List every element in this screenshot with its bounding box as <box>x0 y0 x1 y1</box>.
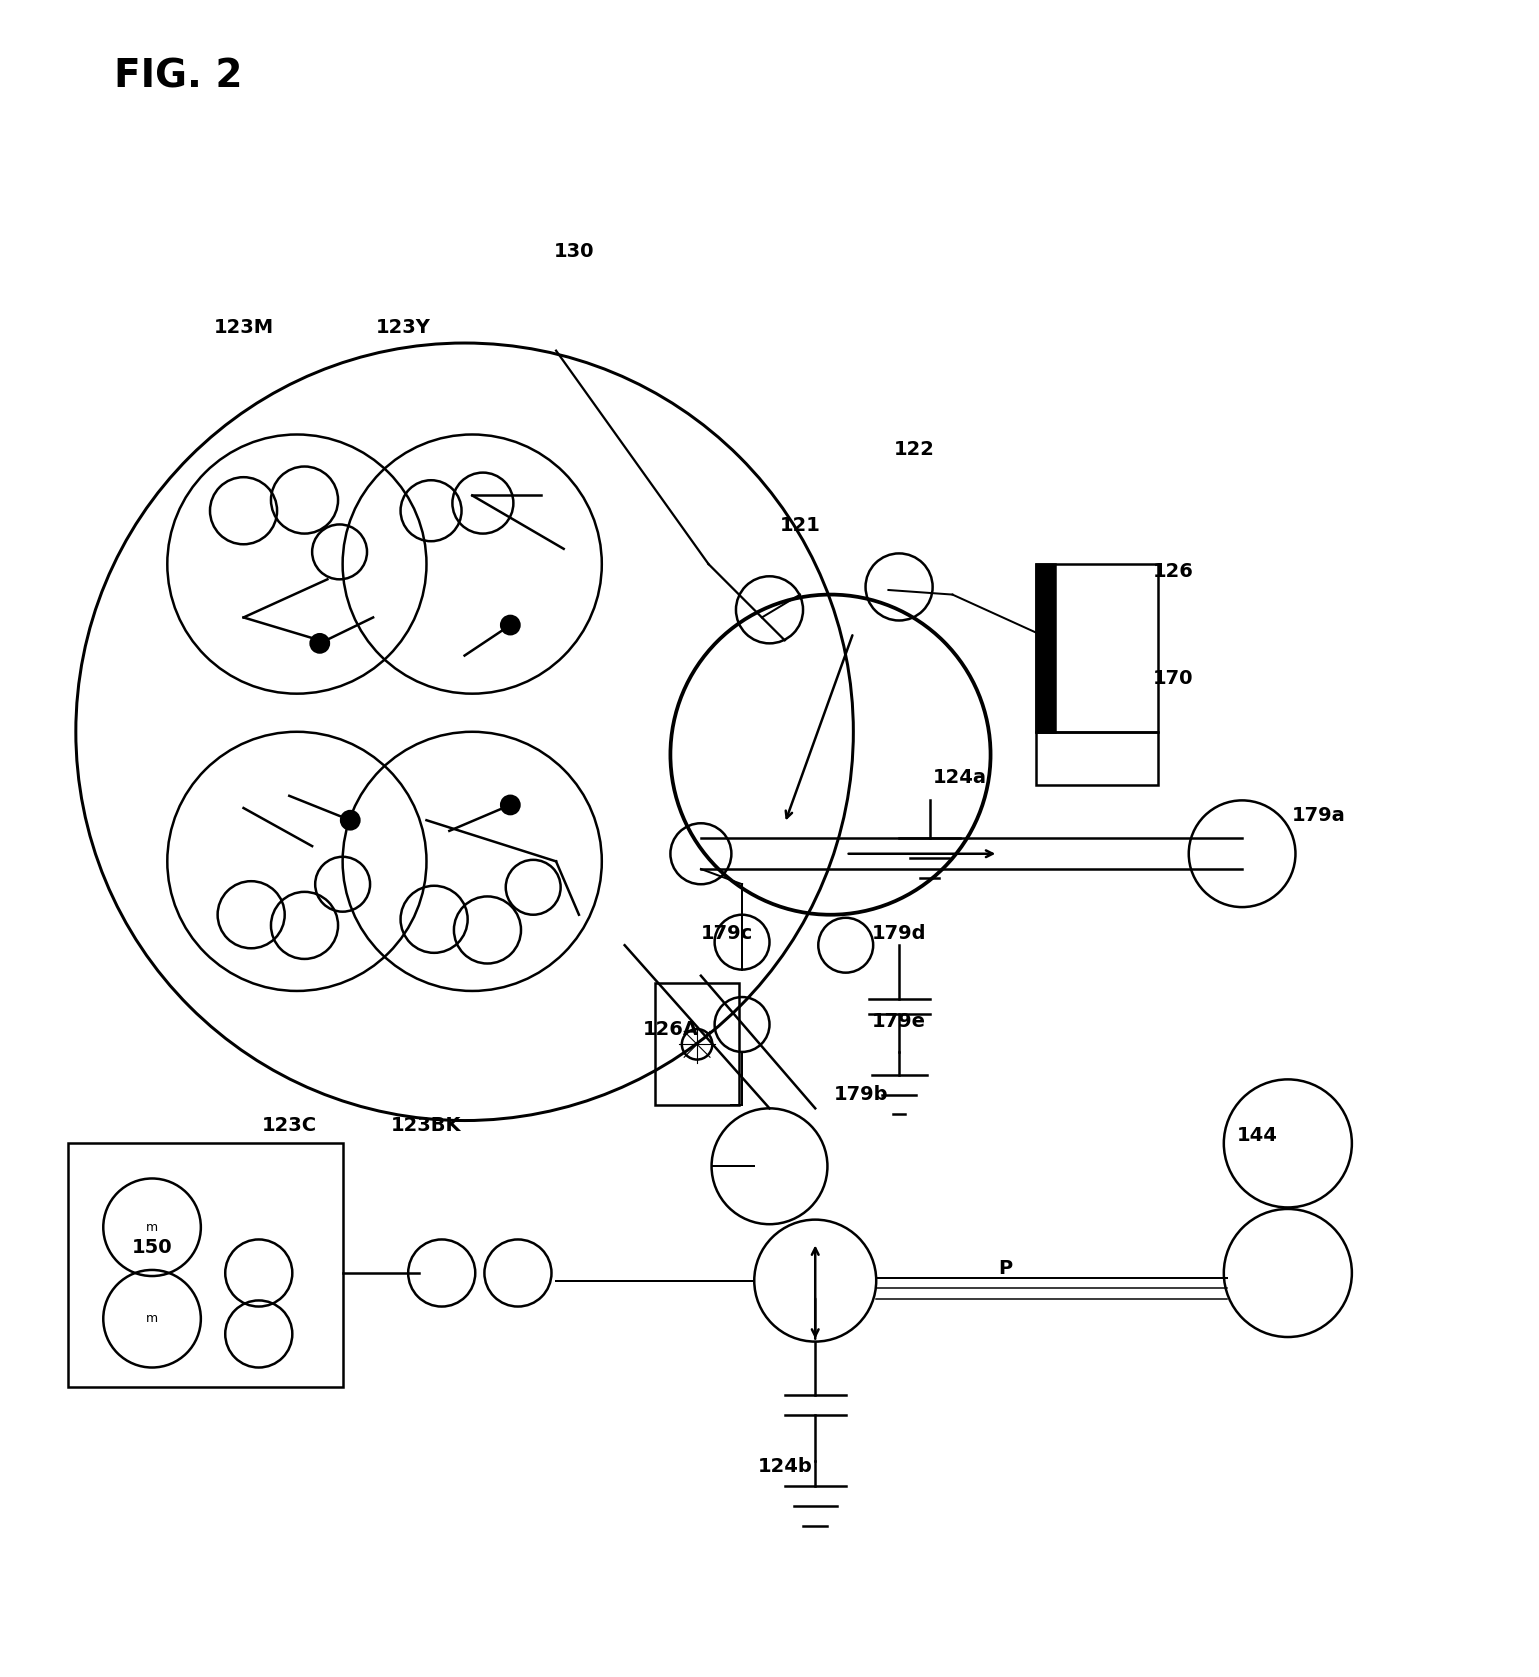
Bar <box>68 1144 343 1387</box>
Text: 130: 130 <box>554 241 594 262</box>
Text: 179a: 179a <box>1291 807 1345 825</box>
Circle shape <box>311 634 329 652</box>
Text: 179b: 179b <box>834 1085 888 1103</box>
Text: FIG. 2: FIG. 2 <box>114 57 243 96</box>
Text: 123Y: 123Y <box>376 319 431 337</box>
Text: 123C: 123C <box>262 1115 317 1135</box>
Text: m: m <box>146 1221 159 1234</box>
Text: 123M: 123M <box>214 319 274 337</box>
Bar <box>1036 563 1159 731</box>
Text: 121: 121 <box>780 517 820 535</box>
Text: P: P <box>999 1259 1013 1278</box>
Text: 126A: 126A <box>642 1020 699 1038</box>
Circle shape <box>502 615 520 634</box>
Text: 150: 150 <box>132 1238 172 1256</box>
Bar <box>1036 563 1054 731</box>
Circle shape <box>342 812 360 830</box>
Text: m: m <box>146 1311 159 1325</box>
Text: 179e: 179e <box>873 1011 926 1031</box>
Circle shape <box>502 797 520 813</box>
Text: 179d: 179d <box>871 924 926 942</box>
Text: 179c: 179c <box>700 924 753 942</box>
Bar <box>656 983 739 1105</box>
Text: 122: 122 <box>894 441 934 459</box>
Text: 123BK: 123BK <box>391 1115 462 1135</box>
Text: 124a: 124a <box>933 768 986 787</box>
Text: 126: 126 <box>1153 562 1194 582</box>
Text: 144: 144 <box>1237 1127 1277 1145</box>
Text: 124b: 124b <box>757 1457 813 1476</box>
Text: 170: 170 <box>1153 669 1194 688</box>
Bar <box>1036 731 1159 785</box>
